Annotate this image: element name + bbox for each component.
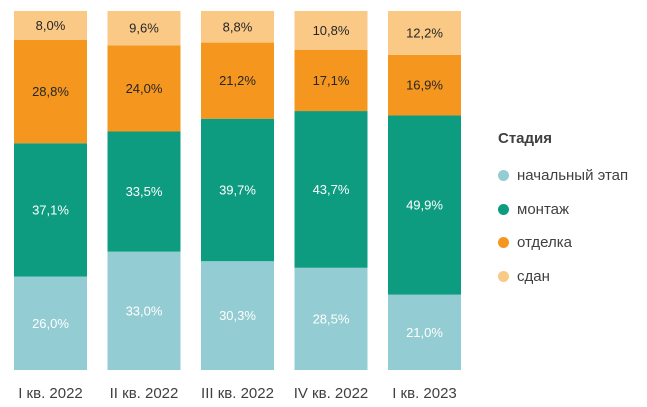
data-label-completed-4: 10,8% [313,23,350,38]
legend-label-initial: начальный этап [517,167,629,185]
legend-label-completed: сдан [517,267,550,285]
data-label-installation-2: 33,5% [126,184,163,199]
bar-segment-completed-3 [201,11,274,43]
bar-segment-finishing-3 [201,42,274,119]
legend-item-completed: сдан [498,260,628,294]
data-label-finishing-4: 17,1% [313,73,350,88]
data-label-initial-3: 30,3% [219,308,256,323]
bar-segment-completed-4 [294,11,368,50]
data-label-finishing-1: 28,8% [32,84,69,99]
bar-segment-initial-3 [201,261,274,370]
data-label-initial-5: 21,0% [406,325,443,340]
data-label-finishing-3: 21,2% [219,73,256,88]
data-label-completed-1: 8,0% [36,18,66,33]
data-label-installation-5: 49,9% [406,198,443,213]
category-label-2: II кв. 2022 [110,385,179,402]
bar-segment-initial-2 [107,251,181,370]
bar-segment-finishing-5 [388,54,461,116]
bar-segment-installation-4 [294,111,368,268]
bar-segment-installation-5 [388,115,461,295]
bar-segment-initial-4 [294,267,368,370]
bar-segment-installation-1 [14,143,87,277]
bar-segment-initial-5 [388,294,461,370]
data-label-installation-1: 37,1% [32,202,69,217]
bar-segment-completed-2 [107,11,181,46]
legend-swatch-installation [498,203,509,215]
category-label-3: III кв. 2022 [201,385,274,402]
bar-segment-completed-1 [14,11,87,40]
bars-group: 26,0% 37,1% 28,8% 8,0% 33,0% 33,5% 24,0% 9,6% 30… [14,11,461,370]
data-label-completed-5: 12,2% [406,25,443,40]
legend: Стадия начальный этап монтаж отделка сда… [498,130,628,293]
bar-segment-completed-5 [388,11,461,55]
bar-segment-finishing-2 [107,45,181,132]
data-label-initial-4: 28,5% [313,311,350,326]
bar-segment-finishing-4 [294,49,368,112]
bar-segment-finishing-1 [14,39,87,144]
data-label-initial-2: 33,0% [126,303,163,318]
legend-label-installation: монтаж [517,200,570,218]
category-label-5: I кв. 2023 [392,385,457,402]
data-label-initial-1: 26,0% [32,316,69,331]
legend-swatch-finishing [498,237,509,249]
data-label-finishing-2: 24,0% [126,81,163,96]
category-label-4: IV кв. 2022 [294,385,369,402]
category-label-1: I кв. 2022 [18,385,83,402]
bar-segment-initial-1 [14,276,87,370]
legend-swatch-initial [498,170,509,182]
stacked-bar-chart: 26,0% 37,1% 28,8% 8,0% 33,0% 33,5% 24,0% 9,6% 30… [14,11,461,402]
legend-item-initial: начальный этап [498,159,628,193]
bar-segment-installation-2 [107,131,181,252]
legend-item-finishing: отделка [498,226,628,260]
bar-segment-installation-3 [201,118,274,262]
legend-item-installation: монтаж [498,193,628,227]
legend-title: Стадия [498,130,553,147]
legend-swatch-completed [498,270,509,282]
data-label-finishing-5: 16,9% [406,78,443,93]
data-label-installation-3: 39,7% [219,182,256,197]
data-label-completed-3: 8,8% [223,19,253,34]
data-label-completed-2: 9,6% [129,21,159,36]
legend-label-finishing: отделка [517,234,572,252]
category-labels: I кв. 2022 II кв. 2022 III кв. 2022 IV кв. … [18,385,457,402]
data-label-installation-4: 43,7% [313,182,350,197]
